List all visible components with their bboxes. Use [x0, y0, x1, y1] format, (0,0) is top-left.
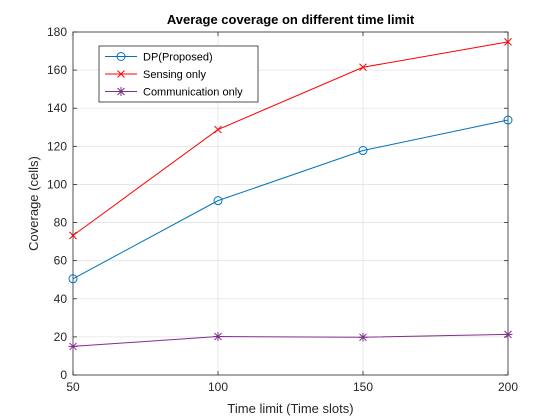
legend-item: DP(Proposed) [105, 52, 213, 64]
ticks-layer: 50 100 150 200 0 20 40 60 80 100 120 140 160 180 [47, 25, 518, 394]
data-point [69, 231, 77, 240]
y-tick-label: 60 [54, 254, 68, 268]
data-point [503, 115, 513, 125]
y-tick-label: 120 [47, 139, 67, 153]
series-line [72, 41, 509, 236]
legend-item: Communication only [105, 87, 243, 99]
y-axis-label: Coverage (cells) [26, 156, 41, 251]
data-point [358, 146, 368, 156]
legend-label: Communication only [143, 87, 243, 99]
chart-title: Average coverage on different time limit [167, 12, 415, 27]
y-tick-label: 40 [54, 292, 68, 306]
series-line [72, 119, 509, 280]
legend-marker [116, 87, 126, 96]
data-point [213, 332, 223, 342]
y-tick-label: 180 [47, 25, 67, 39]
legend-marker [116, 52, 126, 61]
grid-layer [73, 32, 508, 375]
x-tick-label: 100 [208, 380, 228, 394]
legend-marker [117, 70, 125, 78]
x-tick-label: 50 [66, 380, 80, 394]
x-axis-label: Time limit (Time slots) [227, 401, 353, 416]
legend-item: Sensing only [105, 69, 206, 81]
data-point [503, 329, 513, 339]
data-point [504, 38, 512, 46]
series-0 [68, 115, 513, 284]
data-point [214, 125, 222, 134]
series-layer [68, 38, 513, 351]
legend: DP(Proposed) Sensing only Communication on… [98, 45, 259, 103]
y-tick-label: 80 [54, 216, 68, 230]
y-tick-label: 20 [54, 330, 68, 344]
data-point [68, 274, 78, 284]
data-point [213, 196, 223, 206]
y-tick-label: 160 [47, 63, 67, 77]
y-tick-label: 140 [47, 101, 67, 115]
x-tick-label: 200 [498, 380, 518, 394]
y-tick-label: 100 [47, 177, 67, 191]
x-tick-label: 150 [353, 380, 373, 394]
legend-label: Sensing only [143, 69, 206, 81]
y-tick-label: 0 [60, 368, 67, 382]
data-point [68, 341, 78, 351]
legend-label: DP(Proposed) [143, 52, 213, 64]
data-point [358, 332, 368, 342]
plot-area [72, 31, 509, 376]
series-1 [69, 38, 512, 240]
series-line [72, 333, 509, 347]
series-2 [68, 329, 513, 351]
data-point [359, 63, 367, 72]
